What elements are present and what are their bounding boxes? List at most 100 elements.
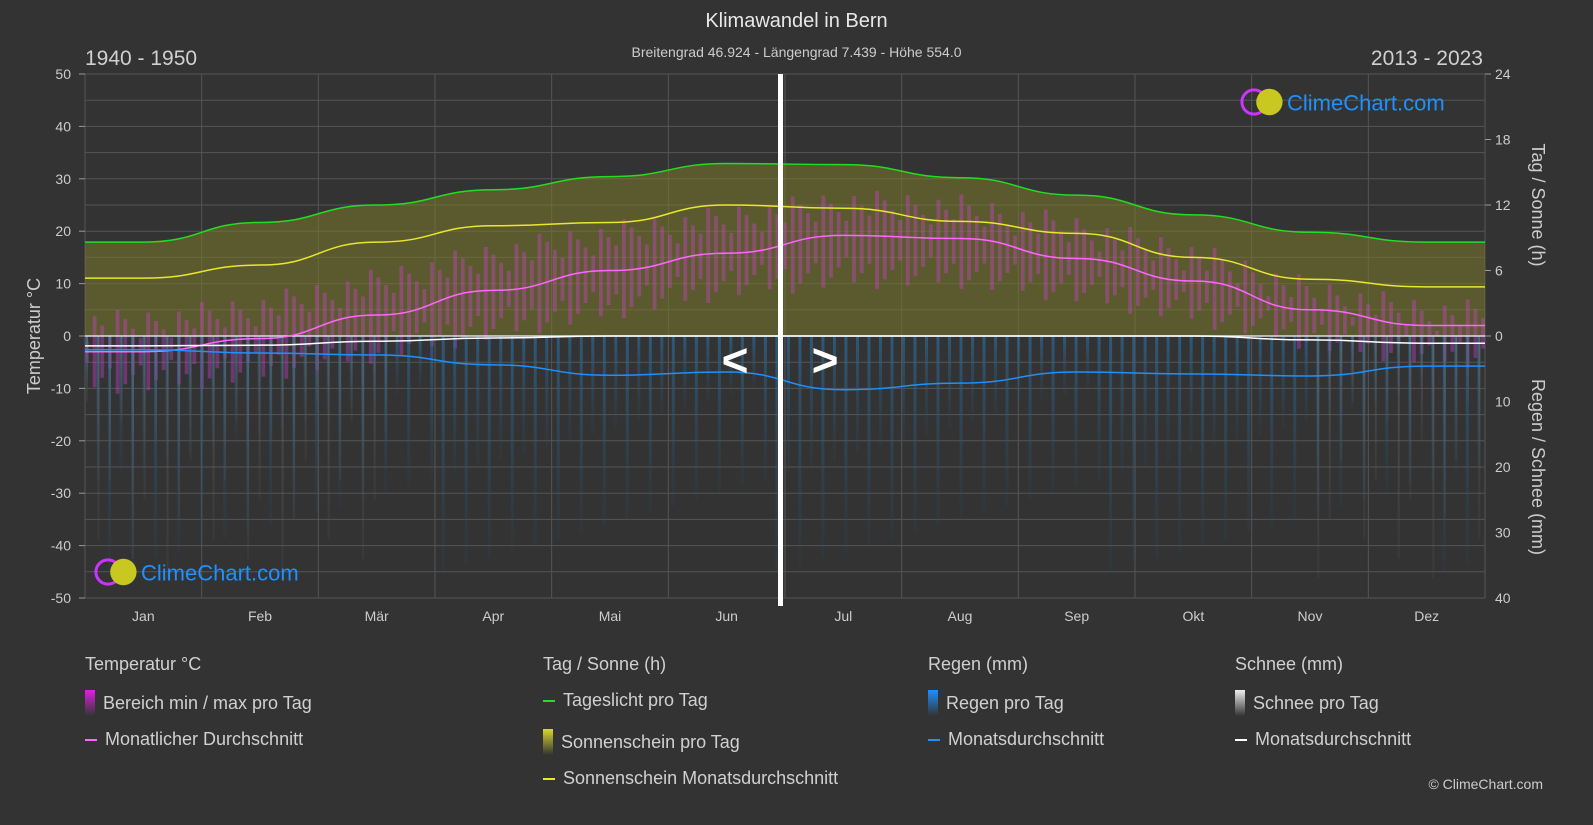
temp-range-bar (944, 209, 948, 274)
snow-bar (1432, 336, 1435, 579)
snow-bar (281, 336, 284, 579)
logo-sun-icon (1256, 88, 1283, 116)
rain-bar (1281, 336, 1285, 428)
y-right-top-axis-label: Tag / Sonne (h) (1528, 143, 1548, 266)
temp-range-bar (330, 300, 335, 349)
temp-range-bar (1320, 308, 1324, 325)
rain-bar (533, 336, 537, 546)
temp-range-bar (1158, 237, 1163, 317)
rain-bar (925, 336, 928, 435)
legend-swatch (85, 738, 97, 741)
temp-range-bar (598, 228, 603, 316)
legend-label: Tageslicht pro Tag (563, 690, 708, 710)
rain-bar (959, 336, 963, 520)
snow-bar (1351, 336, 1354, 402)
temp-range-bar (276, 315, 281, 355)
logo-sun-icon (110, 558, 137, 586)
temp-range-bar (1251, 272, 1255, 326)
legend-label: Monatsdurchschnitt (948, 729, 1105, 749)
snow-bar (155, 336, 158, 441)
rain-bar (671, 336, 675, 507)
temp-range-bar (997, 213, 1002, 282)
rain-bar (855, 336, 859, 454)
temp-range-bar (591, 255, 596, 293)
y-left-tick-label: 40 (55, 118, 71, 134)
rain-bar (821, 336, 825, 559)
legend-label: Sonnenschein pro Tag (561, 731, 740, 752)
snow-bar (327, 336, 330, 540)
temp-range-bar (292, 296, 296, 368)
temp-range-bar (1435, 330, 1439, 336)
x-tick-label: Nov (1298, 608, 1323, 624)
rain-bars (85, 336, 1481, 579)
rain-bar (522, 336, 526, 454)
rain-bar (890, 336, 894, 540)
snow-bar (1443, 336, 1446, 520)
temp-range-bar (445, 277, 450, 325)
snow-bar (189, 336, 192, 461)
snow-bar (362, 336, 365, 559)
rain-bar (499, 336, 503, 461)
temp-range-bar (491, 254, 496, 329)
rain-bar (418, 336, 422, 389)
temp-range-bar (1481, 318, 1485, 349)
temp-range-bar (1082, 229, 1087, 293)
next-period-button[interactable]: > (812, 334, 839, 386)
snow-bar (120, 336, 123, 422)
snow-bar (1317, 336, 1320, 579)
temp-range-bar (338, 307, 342, 338)
rain-bar (1293, 336, 1297, 520)
temp-range-bar (982, 226, 987, 264)
period-divider (778, 74, 783, 606)
rain-bar (1201, 336, 1205, 546)
rain-bar (729, 336, 733, 395)
rain-bar (798, 336, 802, 566)
temp-range-bar (230, 301, 235, 383)
temp-range-bar (1404, 323, 1409, 337)
temp-range-bar (453, 250, 458, 349)
rain-bar (740, 336, 744, 487)
y-right-tick-label: 18 (1495, 132, 1511, 148)
y-right-tick-label: 12 (1495, 197, 1511, 213)
temp-range-bar (898, 220, 902, 261)
rain-bar (614, 336, 618, 428)
temp-range-bar (1458, 324, 1462, 343)
temp-range-bar (353, 288, 358, 351)
daylight-line (85, 162, 1485, 243)
temp-range-bar (990, 203, 995, 290)
temp-range-bar (1297, 274, 1301, 349)
temp-range-bar (882, 200, 887, 280)
temp-range-bar (1366, 304, 1370, 344)
snow-bar (212, 336, 215, 540)
y-right-tick-label: 24 (1495, 66, 1511, 82)
rain-bar (579, 336, 583, 533)
temp-range-bar (506, 270, 511, 308)
y-left-tick-label: 0 (63, 328, 71, 344)
y-left-axis-label: Temperatur °C (24, 278, 44, 394)
rain-bar (1178, 336, 1182, 553)
snow-bar (86, 336, 88, 402)
temp-range-bar (1036, 233, 1041, 274)
temp-range-bar (1373, 314, 1378, 336)
temp-range-bar (1051, 220, 1056, 292)
snow-bar (1340, 336, 1343, 461)
temp-range-bar (1135, 238, 1140, 306)
rain-bar (1109, 336, 1113, 572)
rain-bar (1074, 336, 1078, 487)
legend-swatch (1235, 738, 1247, 741)
temp-range-bar (890, 210, 895, 270)
rain-bar (200, 336, 204, 546)
rain-bar (1005, 336, 1009, 507)
temp-range-bar (1189, 247, 1194, 319)
legend-swatch (543, 699, 555, 702)
rain-bar (832, 336, 836, 461)
temp-range-bar (284, 288, 289, 379)
legend-item: Bereich min / max pro Tag (85, 690, 312, 716)
snow-bar (178, 336, 181, 520)
temp-range-bar (322, 292, 327, 360)
temp-range-bar (476, 273, 481, 317)
temp-range-bar (752, 223, 757, 276)
prev-period-button[interactable]: < (722, 334, 749, 386)
temp-range-bar (1304, 286, 1309, 342)
legend-swatch (928, 738, 940, 741)
